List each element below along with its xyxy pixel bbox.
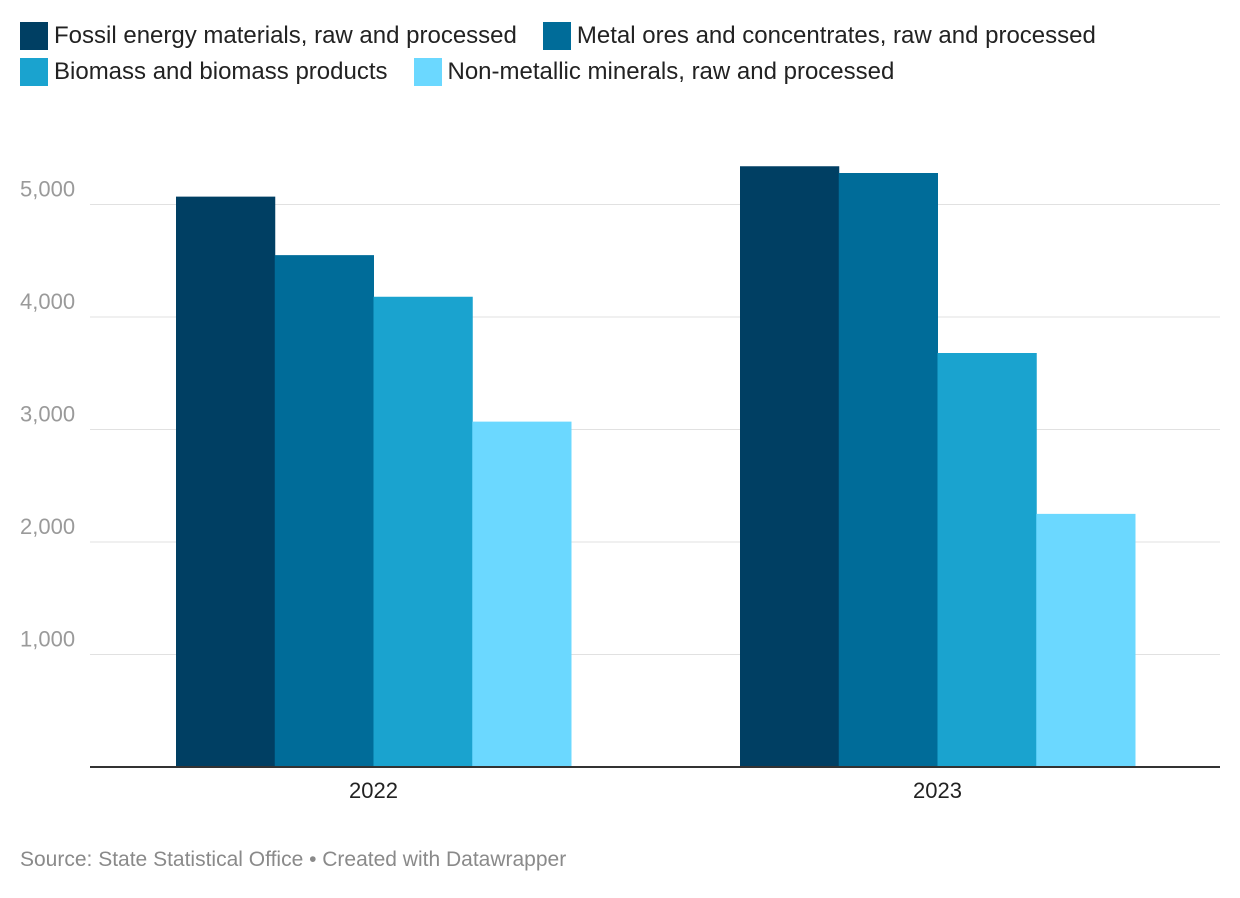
x-category-label-2023: 2023 (913, 778, 962, 803)
y-tick-label-4000: 4,000 (20, 289, 75, 314)
bar-2022-series-3 (373, 296, 473, 767)
source-credit: Source: State Statistical Office • Creat… (20, 848, 567, 871)
bar-2023-series-2 (838, 173, 938, 767)
bar-2023-series-4 (1036, 513, 1136, 767)
bar-2022-series-2 (274, 255, 374, 767)
legend-label-metal: Metal ores and concentrates, raw and pro… (576, 22, 1096, 49)
bar-2022-series-1 (176, 196, 276, 767)
legend-swatch-biomass (20, 58, 48, 86)
legend-swatch-nonmetallic (413, 58, 442, 86)
legend-item-fossil: Fossil energy materials, raw and process… (20, 22, 517, 50)
legend-label-fossil: Fossil energy materials, raw and process… (54, 22, 517, 49)
legend-label-biomass: Biomass and biomass products (54, 58, 388, 85)
y-tick-label-3000: 3,000 (20, 402, 75, 427)
bar-2022-series-4 (472, 421, 572, 767)
bar-2023-series-3 (937, 353, 1037, 767)
legend-label-nonmetallic: Non-metallic minerals, raw and processed (447, 58, 895, 85)
legend-row-2: Biomass and biomass products Non-metalli… (20, 54, 1220, 90)
bar-chart: 1,000 2,000 3,000 4,000 5,000 2022 2023 (20, 166, 1220, 803)
bar-2023-series-1 (740, 166, 840, 767)
y-tick-label-1000: 1,000 (20, 627, 75, 652)
legend-item-biomass: Biomass and biomass products (20, 58, 388, 86)
legend-swatch-fossil (20, 22, 48, 50)
x-category-label-2022: 2022 (349, 778, 398, 803)
y-tick-label-5000: 5,000 (20, 177, 75, 202)
chart-legend: Fossil energy materials, raw and process… (20, 18, 1220, 90)
legend-item-nonmetallic: Non-metallic minerals, raw and processed (413, 58, 895, 86)
y-tick-label-2000: 2,000 (20, 514, 75, 539)
legend-item-metal: Metal ores and concentrates, raw and pro… (542, 22, 1096, 50)
legend-row-1: Fossil energy materials, raw and process… (20, 18, 1220, 54)
legend-swatch-metal (542, 22, 571, 50)
